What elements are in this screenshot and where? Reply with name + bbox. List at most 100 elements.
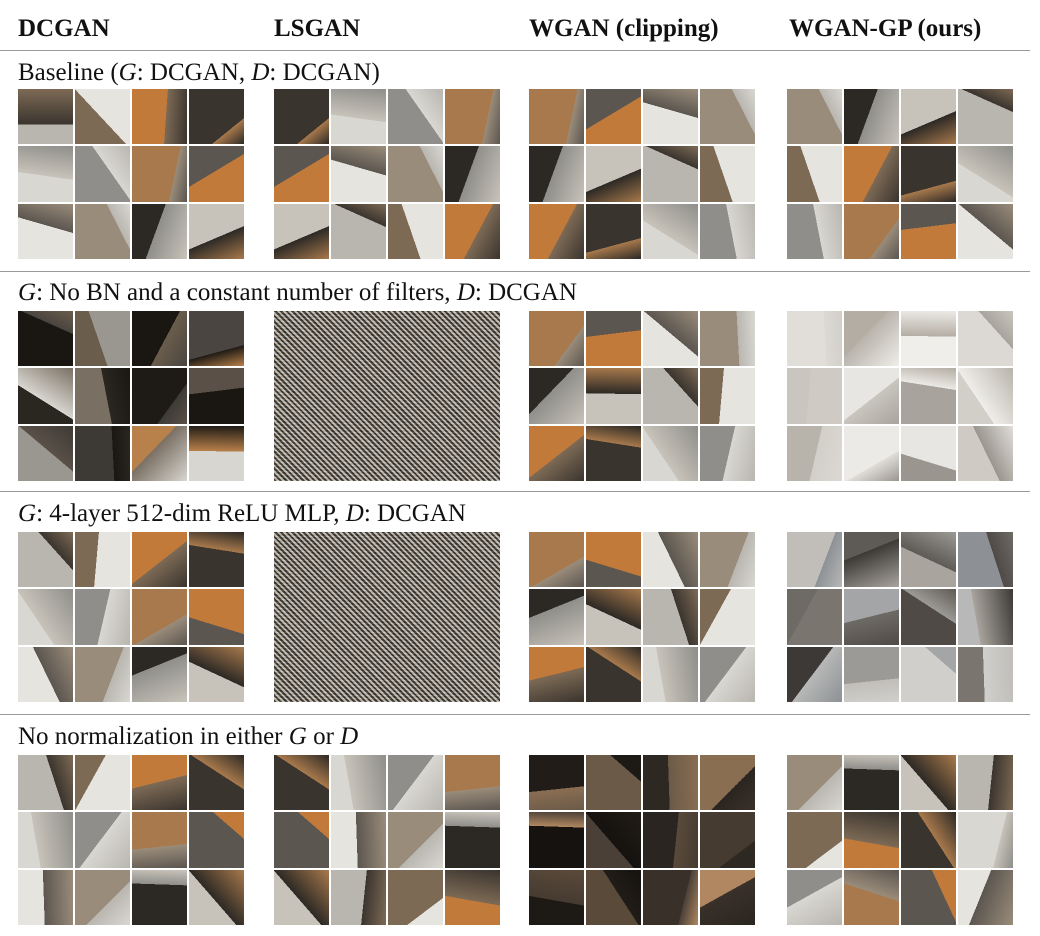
sample-image (901, 647, 956, 702)
noise-sample-panel (274, 311, 500, 481)
sample-image (700, 812, 755, 867)
sample-image (901, 146, 956, 201)
sample-grid (18, 89, 244, 259)
sample-image (586, 870, 641, 925)
sample-image (331, 755, 386, 810)
sample-image (787, 89, 842, 144)
sample-image (844, 204, 899, 259)
row-divider (0, 491, 1030, 492)
sample-image (586, 589, 641, 644)
sample-image (787, 532, 842, 587)
row-label-no-normalization: No normalization in either G or D (18, 722, 358, 752)
sample-image (331, 146, 386, 201)
sample-image (388, 204, 443, 259)
column-header-lsgan: LSGAN (274, 14, 360, 44)
sample-image (700, 755, 755, 810)
sample-image (844, 647, 899, 702)
sample-image (958, 532, 1013, 587)
sample-image (331, 812, 386, 867)
sample-image (388, 755, 443, 810)
row-label-mlp: G: 4-layer 512-dim ReLU MLP, D: DCGAN (18, 499, 466, 529)
sample-grid (529, 311, 755, 481)
sample-image (643, 204, 698, 259)
sample-image (901, 311, 956, 366)
column-header-wgan-gp: WGAN-GP (ours) (789, 14, 981, 44)
column-header-wgan-clipping: WGAN (clipping) (529, 14, 719, 44)
sample-image (787, 812, 842, 867)
sample-image (132, 647, 187, 702)
label-text: : DCGAN (364, 500, 466, 527)
sample-image (643, 755, 698, 810)
sample-image (18, 146, 73, 201)
sample-image (586, 426, 641, 481)
sample-image (643, 89, 698, 144)
label-text: : No BN and a constant number of filters… (36, 279, 457, 306)
sample-grid (787, 532, 1013, 702)
sample-image (388, 870, 443, 925)
sample-image (132, 146, 187, 201)
sample-image (958, 647, 1013, 702)
sample-image (958, 89, 1013, 144)
sample-image (445, 146, 500, 201)
sample-image (274, 89, 329, 144)
sample-image (529, 311, 584, 366)
sample-grid (274, 755, 500, 925)
sample-image (643, 532, 698, 587)
sample-image (75, 204, 130, 259)
sample-image (787, 368, 842, 423)
math-symbol: D (251, 59, 269, 86)
label-text: Baseline ( (18, 59, 119, 86)
sample-image (189, 204, 244, 259)
row-divider (0, 271, 1030, 272)
sample-image (901, 368, 956, 423)
sample-image (274, 870, 329, 925)
sample-image (844, 89, 899, 144)
sample-image (586, 204, 641, 259)
sample-image (132, 368, 187, 423)
sample-image (529, 589, 584, 644)
label-text: : DCGAN) (269, 59, 379, 86)
math-symbol: G (18, 279, 36, 306)
sample-image (445, 755, 500, 810)
sample-grid (18, 311, 244, 481)
sample-image (643, 311, 698, 366)
sample-image (643, 368, 698, 423)
sample-image (75, 812, 130, 867)
row-label-baseline: Baseline (G: DCGAN, D: DCGAN) (18, 58, 380, 88)
sample-image (189, 146, 244, 201)
sample-image (844, 870, 899, 925)
sample-image (901, 870, 956, 925)
sample-image (75, 146, 130, 201)
sample-grid (787, 755, 1013, 925)
sample-image (844, 368, 899, 423)
sample-image (132, 532, 187, 587)
sample-image (901, 426, 956, 481)
sample-image (844, 426, 899, 481)
sample-image (445, 204, 500, 259)
sample-image (18, 532, 73, 587)
row-divider (0, 714, 1030, 715)
sample-image (189, 812, 244, 867)
sample-image (958, 870, 1013, 925)
sample-image (75, 870, 130, 925)
sample-image (844, 146, 899, 201)
sample-image (586, 311, 641, 366)
sample-image (700, 870, 755, 925)
sample-image (700, 146, 755, 201)
sample-image (331, 870, 386, 925)
sample-image (529, 89, 584, 144)
sample-image (529, 368, 584, 423)
sample-image (586, 532, 641, 587)
sample-image (958, 589, 1013, 644)
sample-image (901, 89, 956, 144)
sample-grid (787, 311, 1013, 481)
math-symbol: G (119, 59, 137, 86)
sample-image (529, 812, 584, 867)
sample-image (445, 870, 500, 925)
sample-image (901, 589, 956, 644)
sample-image (388, 89, 443, 144)
sample-image (132, 589, 187, 644)
sample-image (844, 755, 899, 810)
sample-image (700, 204, 755, 259)
label-text: or (307, 723, 340, 750)
